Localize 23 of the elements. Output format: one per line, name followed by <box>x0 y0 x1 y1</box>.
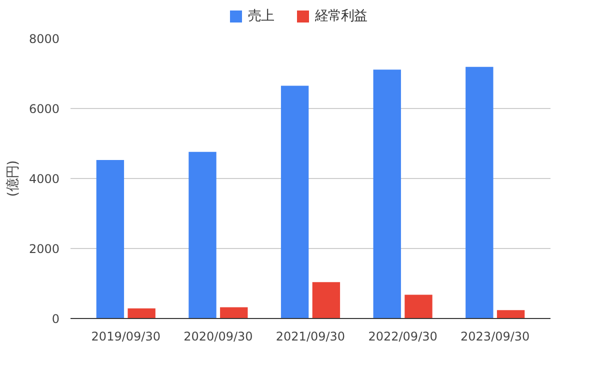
x-tick-label: 2022/09/30 <box>368 330 438 344</box>
bar <box>312 282 340 318</box>
y-tick-label: 4000 <box>28 172 60 186</box>
x-tick-label: 2020/09/30 <box>184 330 253 344</box>
x-tick-label: 2021/09/30 <box>276 330 346 344</box>
bar <box>280 86 309 318</box>
bar <box>188 152 216 318</box>
x-tick-label: 2019/09/30 <box>91 330 160 344</box>
y-tick-label: 8000 <box>28 32 60 46</box>
x-tick-label: 2023/09/30 <box>460 330 530 344</box>
y-tick-label: 6000 <box>28 102 60 116</box>
bar <box>496 310 525 318</box>
bar <box>128 308 156 318</box>
bar <box>466 66 494 318</box>
bar <box>404 294 432 318</box>
bar <box>220 307 248 318</box>
y-tick-label: 2000 <box>28 242 60 256</box>
y-tick-label: 0 <box>52 312 60 326</box>
y-axis-title: (億円) <box>6 160 21 197</box>
legend-label: 経常利益 <box>314 9 367 24</box>
legend-label: 売上 <box>248 9 274 24</box>
bar <box>96 160 124 318</box>
bar <box>373 70 401 318</box>
